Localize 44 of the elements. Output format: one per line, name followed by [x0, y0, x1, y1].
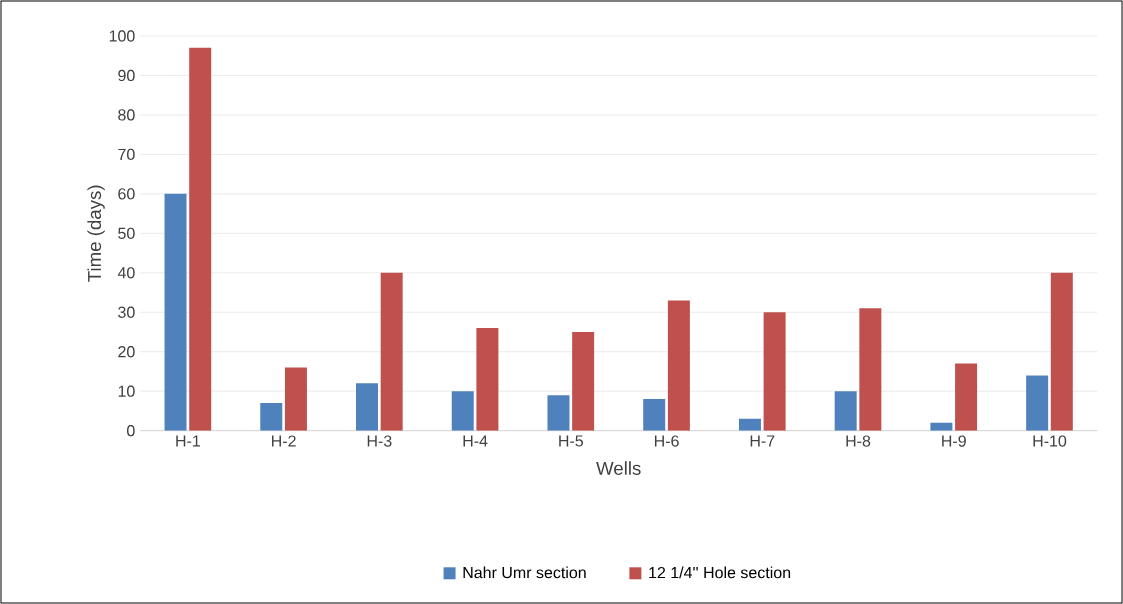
bar [667, 300, 690, 431]
bar [738, 418, 761, 431]
bar [1026, 375, 1049, 431]
bar [1050, 272, 1073, 431]
y-tick-label: 40 [117, 267, 135, 279]
y-tick-label: 70 [118, 148, 135, 161]
x-tick-label: H-3 [367, 435, 392, 447]
y-tick-label: 20 [118, 346, 135, 358]
y-tick-label: 0 [127, 425, 135, 437]
x-tick-label: H-4 [463, 435, 488, 447]
x-tick-label: H-10 [1033, 435, 1067, 447]
x-tick-label: H-8 [846, 435, 871, 447]
bar [955, 363, 978, 431]
x-tick-label: H-2 [272, 435, 296, 447]
x-tick-label: H-9 [942, 435, 966, 447]
bar [260, 403, 283, 431]
y-tick-label: 90 [118, 69, 135, 82]
bar [380, 272, 403, 431]
x-tick-label: H-6 [654, 435, 679, 447]
x-tick-label: H-7 [750, 435, 775, 447]
bar [547, 395, 570, 431]
y-axis-title: Time (days) [87, 185, 105, 282]
bar [476, 328, 499, 431]
x-axis-title: Wells [596, 461, 641, 475]
y-tick-label: 80 [118, 109, 135, 121]
x-tick-label: H-1 [176, 435, 200, 447]
y-tick-label: 50 [118, 227, 135, 239]
bar [834, 391, 857, 431]
legend-label: Nahr Umr section [463, 566, 586, 579]
bar [284, 367, 307, 431]
bar [763, 312, 786, 431]
y-tick-label: 10 [118, 385, 135, 397]
y-tick-label: 30 [118, 306, 135, 318]
bar [572, 332, 595, 431]
bar [859, 308, 882, 431]
bar [643, 399, 666, 431]
y-tick-label: 100 [109, 30, 135, 42]
bar [164, 193, 187, 431]
bar [356, 383, 379, 431]
bar [189, 47, 212, 431]
bar [451, 391, 474, 431]
x-tick-label: H-5 [559, 435, 584, 447]
legend-label: 12 1/4'' Hole section [649, 566, 791, 579]
y-tick-label: 60 [118, 188, 135, 200]
